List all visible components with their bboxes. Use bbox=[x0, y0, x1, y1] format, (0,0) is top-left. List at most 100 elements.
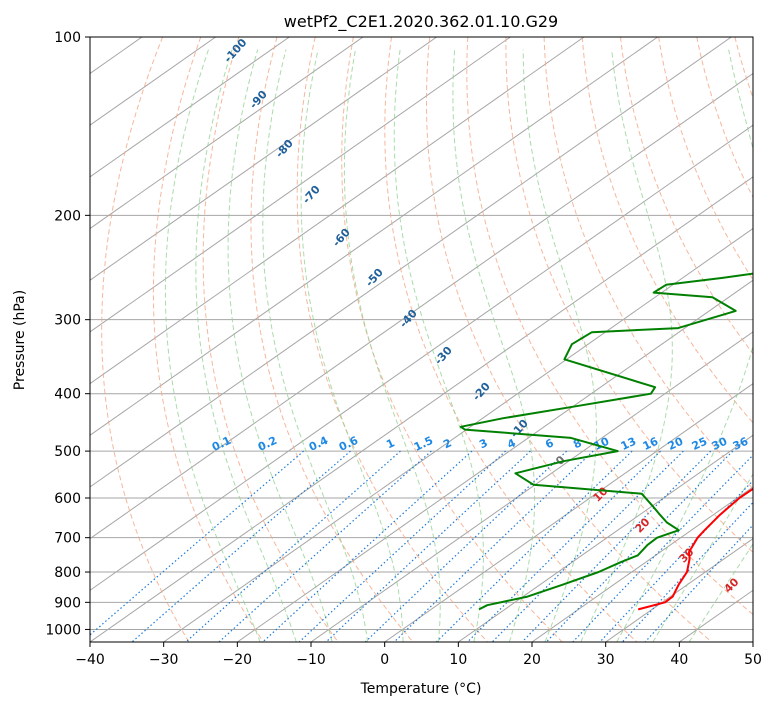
dry-adiabat-label: -100 bbox=[221, 36, 249, 65]
dry-adiabat-line bbox=[101, 37, 190, 642]
mixing-ratio-label: 20 bbox=[666, 435, 686, 453]
x-tick-label: 20 bbox=[523, 652, 541, 668]
mixing-ratio-line bbox=[491, 450, 684, 642]
dry-adiabat-line bbox=[581, 37, 753, 424]
dry-adiabat-line bbox=[341, 37, 563, 642]
y-tick-label: 800 bbox=[54, 565, 81, 581]
mixing-ratio-label: 3 bbox=[477, 436, 489, 451]
y-tick-label: 300 bbox=[54, 313, 81, 329]
moist-adiabat-label: 10 bbox=[591, 484, 611, 504]
dry-adiabat-line bbox=[543, 37, 753, 490]
x-tick-label: −30 bbox=[149, 652, 179, 668]
mixing-ratio-label: 16 bbox=[641, 435, 661, 453]
x-axis: −40 −30 −20 −10 0 10 20 30 40 50 bbox=[75, 642, 762, 668]
dry-adiabat-label: -20 bbox=[470, 380, 493, 404]
y-tick-label: 100 bbox=[54, 30, 81, 46]
y-tick-label: 600 bbox=[54, 491, 81, 507]
dry-adiabat-line bbox=[296, 37, 488, 642]
isotherm-line bbox=[90, 37, 732, 488]
isotherm-line bbox=[752, 641, 753, 642]
x-tick-label: 30 bbox=[597, 652, 615, 668]
moist-adiabat-line bbox=[343, 49, 441, 642]
isobar-lines bbox=[90, 37, 753, 630]
mixing-ratio-label: 2 bbox=[441, 436, 453, 451]
dry-adiabat-line bbox=[505, 37, 753, 553]
isotherm-line bbox=[90, 37, 511, 333]
dry-adiabat-line bbox=[152, 37, 264, 642]
y-tick-label: 200 bbox=[54, 208, 81, 224]
mixing-ratio-label: 13 bbox=[619, 435, 638, 453]
x-tick-label: −20 bbox=[223, 652, 253, 668]
dry-adiabat-label: -30 bbox=[432, 344, 455, 368]
x-tick-label: 50 bbox=[744, 652, 762, 668]
mixing-ratio-line bbox=[545, 450, 734, 642]
mixing-ratio-line bbox=[90, 450, 304, 636]
isotherm-line bbox=[90, 37, 364, 230]
moist-adiabat-line bbox=[227, 49, 333, 642]
mixing-ratio-line bbox=[467, 450, 662, 642]
x-tick-label: 10 bbox=[449, 652, 467, 668]
mixing-ratio-line bbox=[572, 454, 753, 642]
moist-adiabat-line bbox=[652, 472, 753, 642]
dry-adiabat-line bbox=[466, 37, 753, 616]
moist-adiabat-label: 20 bbox=[633, 515, 653, 535]
temperature-profile bbox=[637, 487, 753, 611]
moist-adiabat-label: 30 bbox=[677, 545, 697, 565]
isotherm-line bbox=[605, 538, 753, 642]
mixing-ratio-line bbox=[298, 450, 507, 642]
isotherm-line bbox=[458, 434, 753, 642]
mixing-ratio-line bbox=[325, 450, 531, 642]
mixing-ratio-line bbox=[185, 450, 401, 642]
mixing-ratio-label: 36 bbox=[731, 435, 751, 453]
isotherm-line bbox=[90, 37, 290, 178]
moist-adiabat-line bbox=[688, 543, 753, 642]
dry-adiabat-label: -90 bbox=[247, 88, 270, 112]
dry-adiabat-label: -80 bbox=[273, 137, 296, 161]
dry-adiabats bbox=[101, 37, 753, 642]
isotherm-line bbox=[163, 227, 753, 642]
moist-adiabat-line bbox=[262, 49, 369, 642]
isotherm-line bbox=[384, 382, 753, 642]
y-tick-label: 500 bbox=[54, 444, 81, 460]
isotherm-line bbox=[90, 124, 753, 591]
isotherm-line bbox=[679, 589, 753, 642]
dewpoint-profile bbox=[459, 272, 753, 611]
mixing-ratio-line bbox=[521, 450, 712, 642]
mixing-ratio-label: 30 bbox=[710, 435, 730, 453]
x-tick-label: 0 bbox=[380, 652, 389, 668]
isotherm-line bbox=[90, 37, 585, 385]
moist-adiabat-line bbox=[452, 49, 536, 642]
y-tick-label: 900 bbox=[54, 595, 81, 611]
moist-adiabat-line bbox=[393, 49, 484, 642]
y-tick-label: 1000 bbox=[45, 622, 81, 638]
mixing-ratio-lines bbox=[90, 450, 753, 642]
mixing-ratio-line bbox=[644, 524, 753, 642]
chart-title: wetPf2_C2E1.2020.362.01.10.G29 bbox=[284, 12, 558, 32]
isotherm-line bbox=[90, 37, 658, 436]
dry-adiabat-label: -70 bbox=[300, 183, 323, 207]
mixing-ratio-label: 6 bbox=[543, 436, 556, 451]
moist-adiabats bbox=[164, 49, 753, 642]
moist-adiabat-label: 40 bbox=[722, 575, 742, 595]
isotherm-line bbox=[90, 37, 216, 126]
moist-adiabat-line bbox=[522, 49, 597, 642]
isotherm-line bbox=[531, 486, 753, 642]
y-tick-label: 700 bbox=[54, 531, 81, 547]
plot-frame bbox=[89, 36, 754, 643]
mixing-ratio-label: 25 bbox=[690, 435, 709, 453]
plot-area: -100-90-80-70-60-50-40-30-20-10010203040… bbox=[90, 36, 753, 642]
dry-adiabat-label: -50 bbox=[363, 266, 386, 290]
isotherm-line bbox=[90, 72, 753, 540]
dry-adiabat-line bbox=[384, 37, 638, 642]
isotherm-line bbox=[90, 176, 753, 642]
x-tick-label: 40 bbox=[670, 652, 688, 668]
moist-adiabat-line bbox=[164, 49, 261, 642]
x-tick-label: −40 bbox=[75, 652, 105, 668]
profiles bbox=[459, 272, 753, 611]
mixing-ratio-line bbox=[599, 479, 753, 642]
dry-adiabat-line bbox=[696, 37, 753, 199]
x-tick-label: −10 bbox=[296, 652, 326, 668]
y-axis: 100 200 300 400 500 600 700 800 900 1000 bbox=[45, 30, 90, 638]
mixing-ratio-line bbox=[364, 450, 568, 642]
y-axis-title: Pressure (hPa) bbox=[12, 290, 28, 390]
